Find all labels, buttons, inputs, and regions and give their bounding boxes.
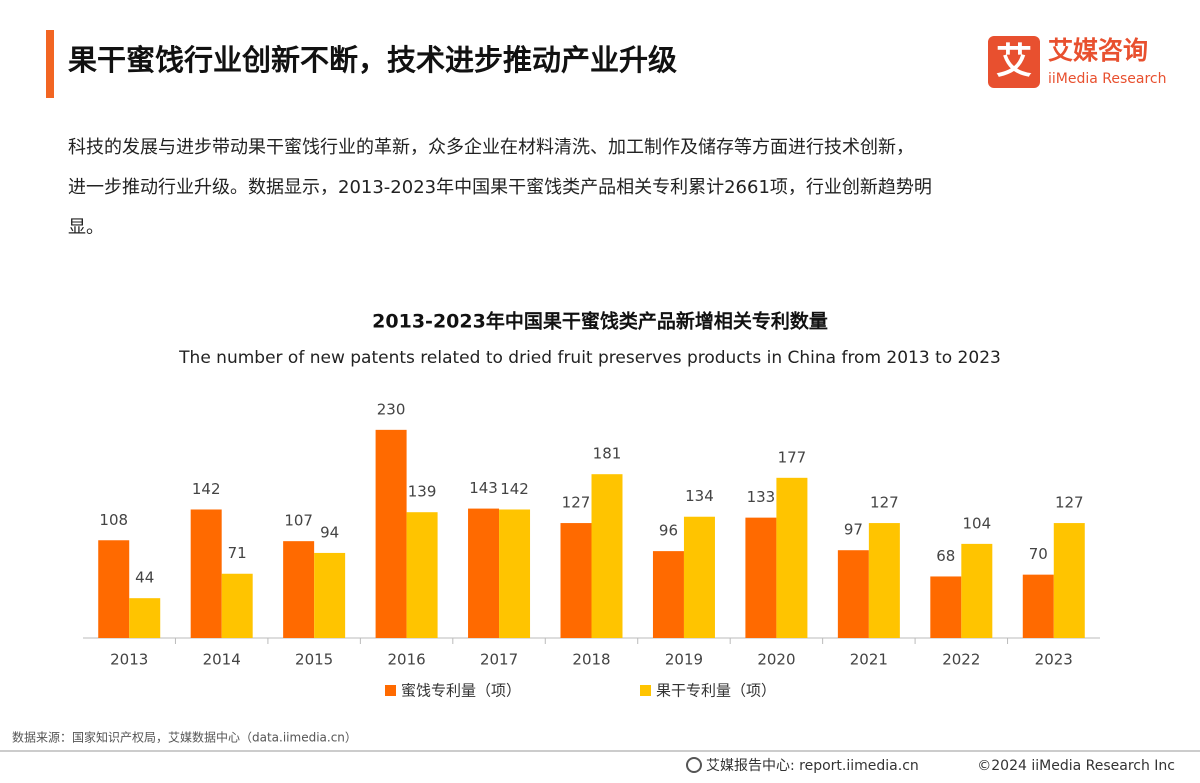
x-tick-label: 2014 (203, 651, 241, 669)
paragraph-line: 科技的发展与进步带动果干蜜饯行业的革新，众多企业在材料清洗、加工制作及储存等方面… (68, 137, 914, 158)
legend-label: 蜜饯专利量（项） (401, 682, 521, 700)
bar (652, 551, 684, 638)
data-label: 134 (685, 487, 714, 505)
logo-cn: 艾媒咨询 (1048, 36, 1148, 65)
x-tick-label: 2019 (665, 651, 703, 669)
data-label: 139 (408, 483, 437, 501)
bar (129, 598, 161, 638)
x-tick-label: 2018 (572, 651, 610, 669)
data-label: 70 (1029, 545, 1048, 563)
bar (930, 576, 962, 638)
data-label: 177 (778, 448, 807, 466)
logo: 艾 艾媒咨询 iiMedia Research (988, 36, 1167, 88)
data-label: 108 (99, 511, 128, 529)
x-tick-label: 2022 (942, 651, 980, 669)
data-label: 142 (500, 480, 529, 498)
bar (190, 509, 222, 638)
paragraph-line: 进一步推动行业升级。数据显示，2013-2023年中国果干蜜饯类产品相关专利累计… (68, 177, 932, 198)
bar (406, 512, 438, 638)
data-label: 96 (659, 522, 678, 540)
bar (837, 550, 869, 638)
footer-copyright: ©2024 iiMedia Research Inc (977, 758, 1175, 774)
data-label: 127 (562, 494, 591, 512)
bar (961, 543, 993, 638)
data-label: 133 (747, 488, 776, 506)
data-label: 107 (284, 512, 313, 530)
page-title: 果干蜜饯行业创新不断，技术进步推动产业升级 (68, 43, 677, 77)
x-tick-label: 2021 (850, 651, 888, 669)
legend-label: 果干专利量（项） (656, 682, 776, 700)
bar (468, 508, 500, 638)
data-label: 104 (962, 514, 991, 532)
paragraph-line: 显。 (68, 217, 104, 238)
bar (1053, 523, 1085, 638)
bar (776, 477, 808, 638)
data-label: 71 (228, 544, 247, 562)
bar (499, 509, 531, 638)
x-tick-label: 2017 (480, 651, 518, 669)
report-icon (686, 757, 702, 773)
bar (560, 523, 592, 638)
data-label: 143 (469, 479, 498, 497)
x-tick-label: 2023 (1035, 651, 1073, 669)
data-label: 94 (320, 523, 339, 541)
logo-icon (988, 36, 1040, 88)
bar (98, 540, 130, 638)
bar (1022, 574, 1054, 638)
chart-title: 2013-2023年中国果干蜜饯类产品新增相关专利数量 (372, 310, 828, 333)
title-accent (46, 30, 54, 98)
bar (221, 573, 253, 638)
data-label: 230 (377, 400, 406, 418)
legend-swatch (640, 685, 651, 696)
bar (375, 429, 407, 638)
bar (683, 516, 715, 638)
data-label: 68 (936, 547, 955, 565)
data-label: 142 (192, 480, 221, 498)
bar (868, 523, 900, 638)
logo-glyph: 艾 (996, 41, 1032, 82)
bar (745, 517, 777, 638)
bar (314, 552, 346, 638)
bar (591, 474, 623, 638)
x-tick-label: 2020 (757, 651, 795, 669)
source: 数据来源：国家知识产权局，艾媒数据中心（data.iimedia.cn） (12, 730, 357, 745)
logo-en: iiMedia Research (1048, 71, 1167, 87)
x-tick-label: 2015 (295, 651, 333, 669)
data-label: 127 (870, 494, 899, 512)
x-tick-label: 2013 (110, 651, 148, 669)
data-label: 181 (593, 445, 622, 463)
x-tick-label: 2016 (387, 651, 425, 669)
data-label: 44 (135, 569, 154, 587)
footer-report: 艾媒报告中心: report.iimedia.cn (706, 758, 919, 774)
data-label: 97 (844, 521, 863, 539)
bar (283, 541, 315, 638)
legend-swatch (385, 685, 396, 696)
data-label: 127 (1055, 494, 1084, 512)
chart-subtitle: The number of new patents related to dri… (178, 348, 1001, 368)
